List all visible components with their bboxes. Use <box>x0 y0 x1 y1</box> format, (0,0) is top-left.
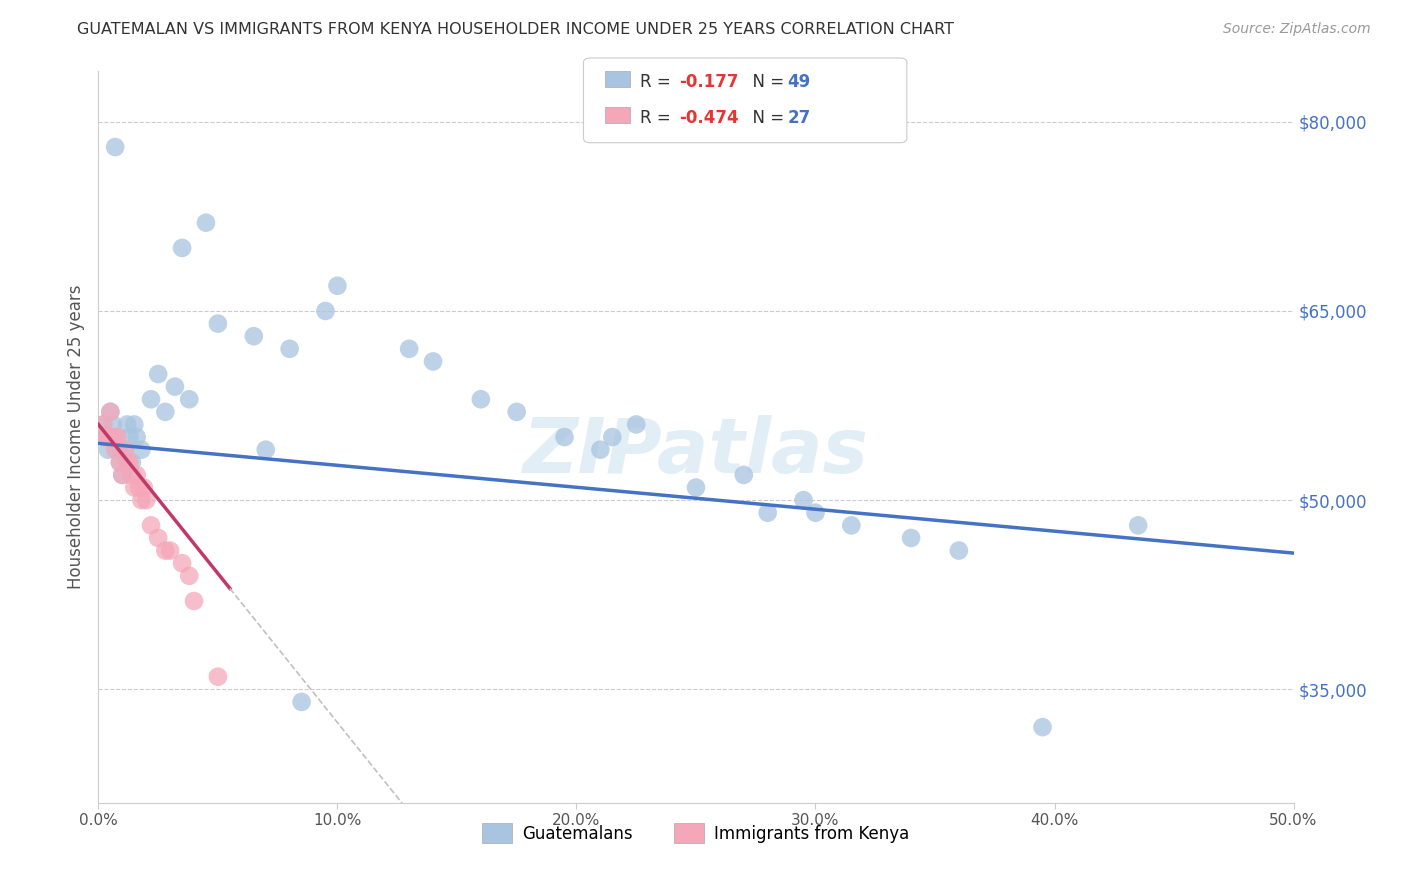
Point <box>98 405 122 419</box>
Point <box>108 455 131 469</box>
Point <box>291 695 314 709</box>
Point <box>104 140 127 154</box>
Point <box>278 342 301 356</box>
Text: N =: N = <box>742 109 790 127</box>
Point <box>148 531 170 545</box>
Point <box>111 467 134 482</box>
Point <box>207 670 229 684</box>
Point <box>841 518 863 533</box>
Point <box>97 442 120 457</box>
Point <box>115 455 138 469</box>
Point <box>159 543 181 558</box>
Point <box>179 392 201 407</box>
Point <box>1032 720 1054 734</box>
Point <box>121 467 143 482</box>
Point <box>422 354 444 368</box>
Point <box>94 430 117 444</box>
Point <box>207 317 229 331</box>
Text: GUATEMALAN VS IMMIGRANTS FROM KENYA HOUSEHOLDER INCOME UNDER 25 YEARS CORRELATIO: GUATEMALAN VS IMMIGRANTS FROM KENYA HOUS… <box>77 22 955 37</box>
Point <box>124 481 146 495</box>
Y-axis label: Householder Income Under 25 years: Householder Income Under 25 years <box>66 285 84 590</box>
Point <box>793 493 815 508</box>
Point <box>135 493 157 508</box>
Point <box>114 442 136 457</box>
Point <box>125 430 148 444</box>
Text: 49: 49 <box>787 73 811 91</box>
Point <box>124 417 146 432</box>
Point <box>118 455 141 469</box>
Point <box>155 543 177 558</box>
Point <box>104 442 127 457</box>
Point <box>115 417 138 432</box>
Point <box>172 241 194 255</box>
Point <box>132 481 155 495</box>
Point <box>804 506 827 520</box>
Point <box>900 531 922 545</box>
Point <box>107 442 129 457</box>
Point <box>315 304 337 318</box>
Point <box>131 442 153 457</box>
Point <box>139 518 162 533</box>
Text: -0.177: -0.177 <box>679 73 738 91</box>
Point <box>685 481 707 495</box>
Point <box>326 278 349 293</box>
Point <box>398 342 420 356</box>
Text: 27: 27 <box>787 109 811 127</box>
Point <box>101 430 124 444</box>
Point <box>101 417 124 432</box>
Point <box>107 430 129 444</box>
Text: Source: ZipAtlas.com: Source: ZipAtlas.com <box>1223 22 1371 37</box>
Text: ZIPatlas: ZIPatlas <box>523 415 869 489</box>
Text: -0.474: -0.474 <box>679 109 738 127</box>
Point <box>111 467 134 482</box>
Point <box>108 455 131 469</box>
Point <box>128 481 150 495</box>
Point <box>172 556 194 570</box>
Point <box>104 430 127 444</box>
Point <box>125 467 148 482</box>
Point <box>91 417 114 432</box>
Text: N =: N = <box>742 73 790 91</box>
Point <box>98 405 122 419</box>
Point <box>91 417 114 432</box>
Point <box>554 430 576 444</box>
Point <box>97 430 120 444</box>
Point <box>183 594 205 608</box>
Point <box>602 430 624 444</box>
Point <box>470 392 492 407</box>
Point <box>155 405 177 419</box>
Text: R =: R = <box>640 73 676 91</box>
Point <box>195 216 218 230</box>
Point <box>626 417 648 432</box>
Point <box>163 379 186 393</box>
Point <box>756 506 779 520</box>
Point <box>139 392 162 407</box>
Point <box>94 430 117 444</box>
Text: R =: R = <box>640 109 676 127</box>
Legend: Guatemalans, Immigrants from Kenya: Guatemalans, Immigrants from Kenya <box>475 817 917 849</box>
Point <box>114 442 136 457</box>
Point <box>179 569 201 583</box>
Point <box>733 467 755 482</box>
Point <box>948 543 970 558</box>
Point <box>243 329 266 343</box>
Point <box>1128 518 1150 533</box>
Point <box>148 367 170 381</box>
Point <box>121 455 143 469</box>
Point <box>254 442 277 457</box>
Point <box>118 430 141 444</box>
Point <box>589 442 612 457</box>
Point <box>506 405 529 419</box>
Point <box>131 493 153 508</box>
